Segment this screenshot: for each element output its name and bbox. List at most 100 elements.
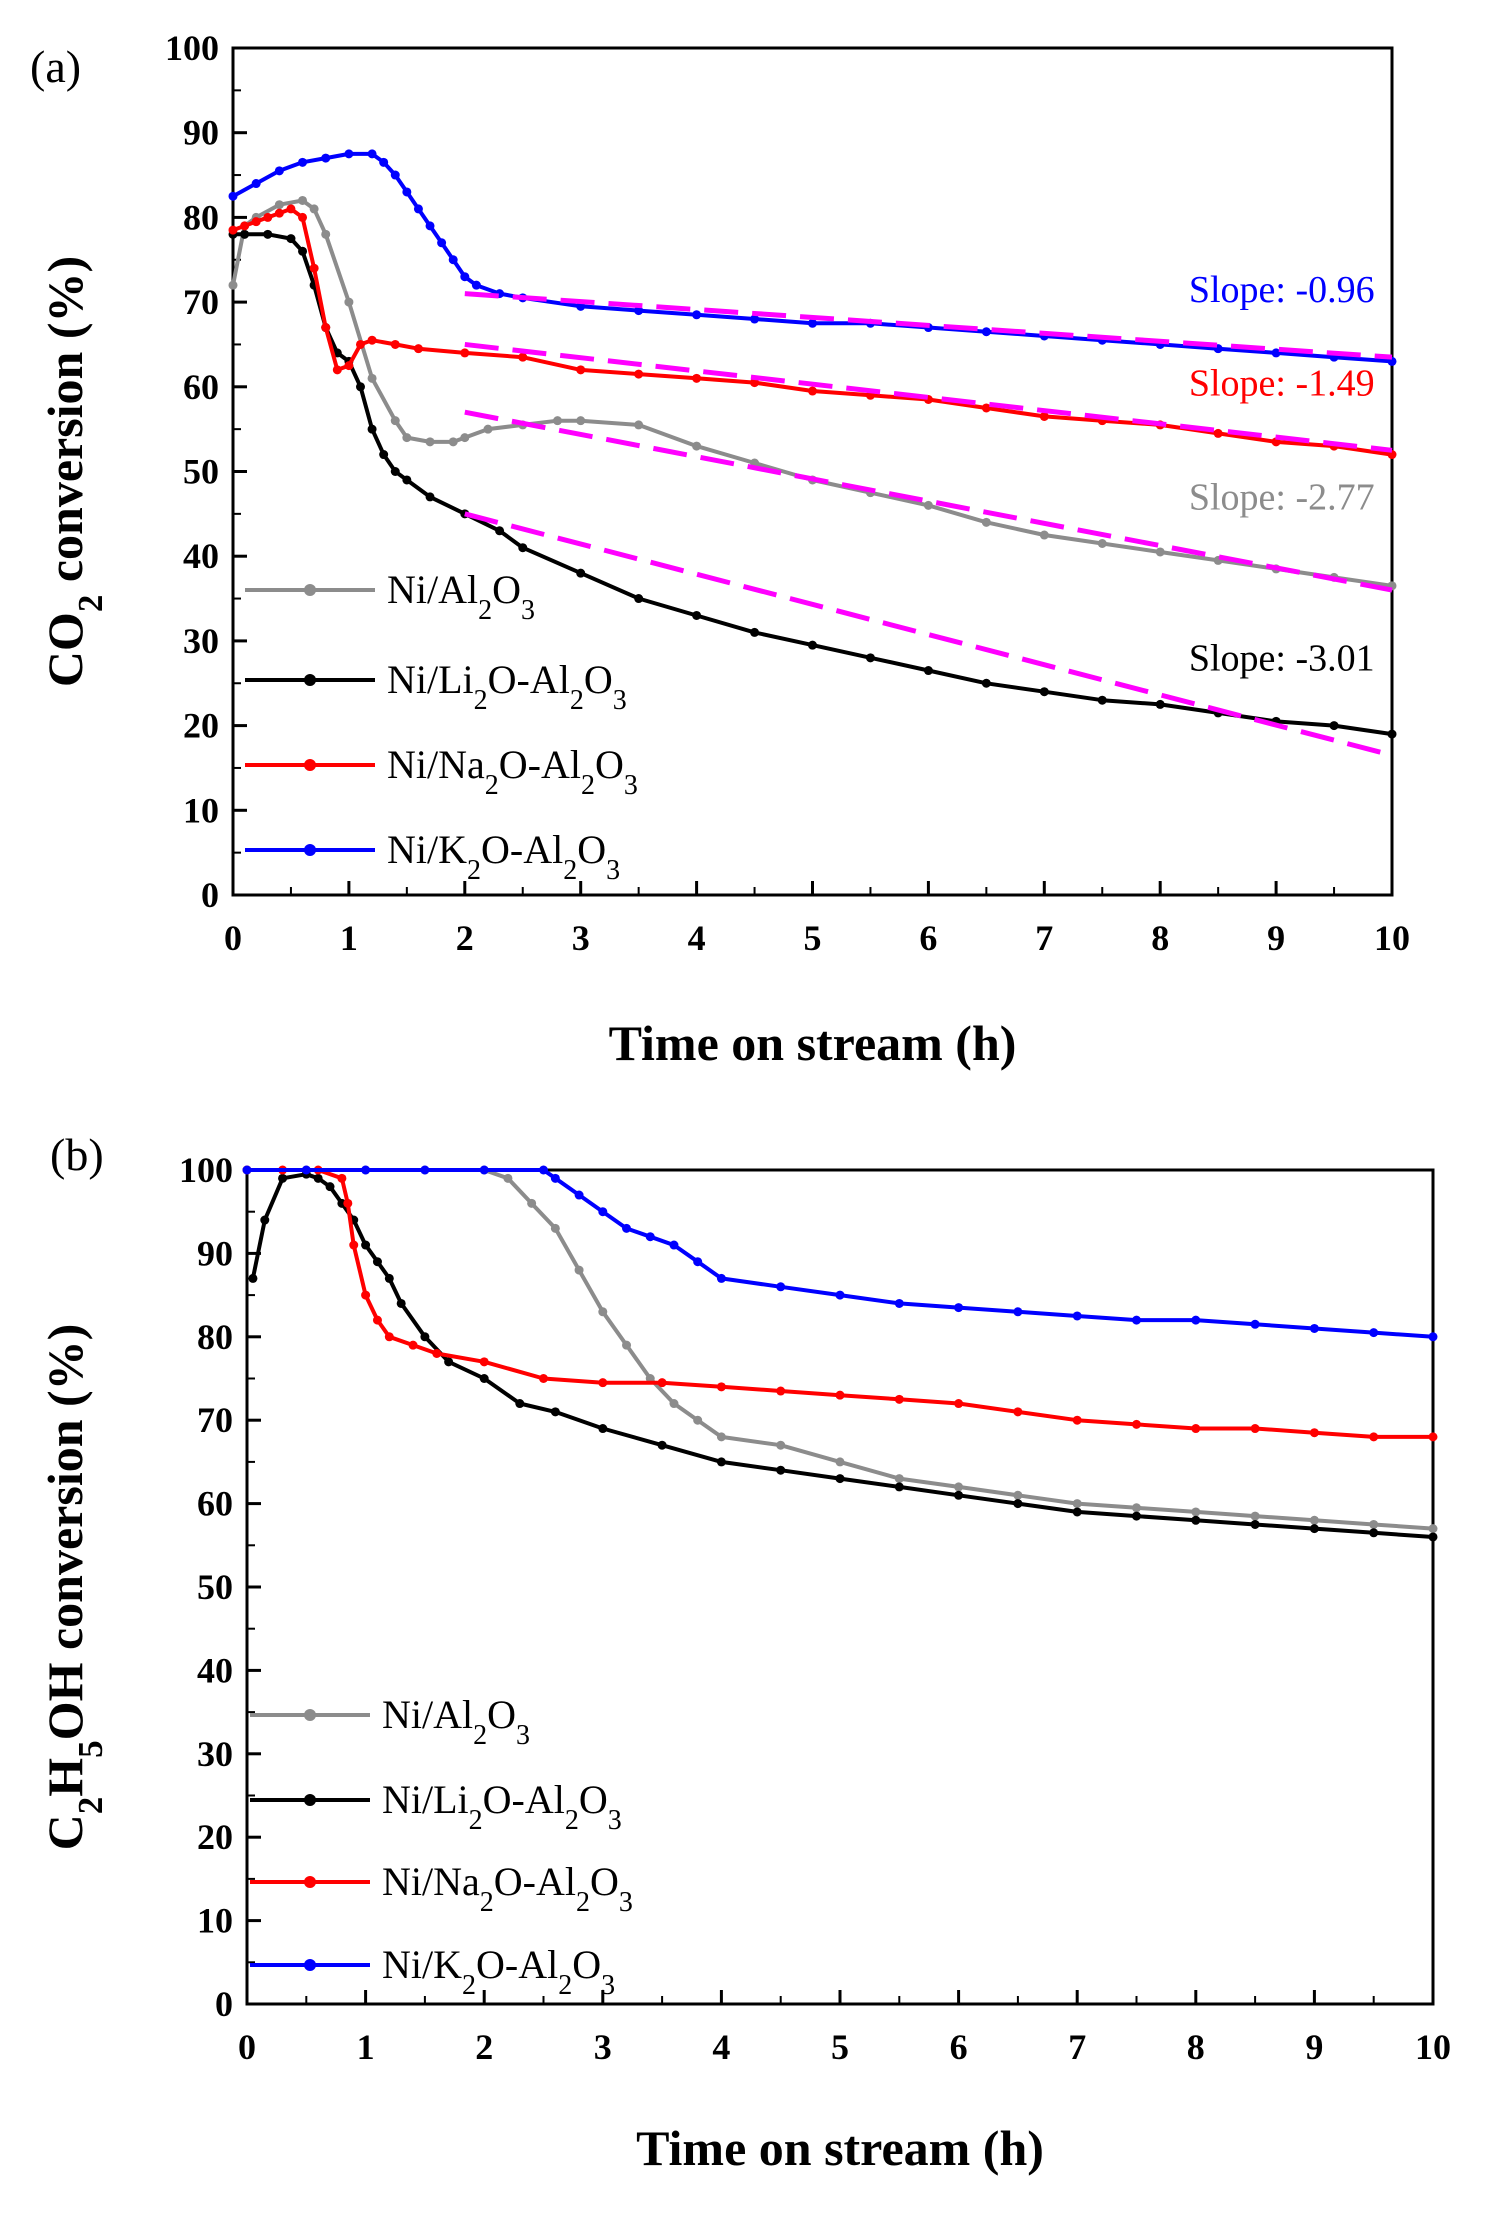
panel-a-series-ni-al2o3-line bbox=[231, 198, 1393, 588]
panel-a-ytick-label-10: 10 bbox=[183, 790, 219, 830]
panel-a-series-ni-na2o-al2o3-point-24 bbox=[981, 403, 991, 413]
panel-b-series-ni-li2o-al2o3-point-21 bbox=[835, 1474, 845, 1484]
panel-a-xtick-label-3: 3 bbox=[572, 918, 590, 958]
panel-b-series-ni-k2o-al2o3-point-24 bbox=[1369, 1328, 1379, 1338]
panel-a-series-ni-al2o3-point-16 bbox=[553, 416, 563, 426]
panel-b-series-ni-li2o-al2o3-point-0 bbox=[248, 1273, 258, 1283]
panel-a-series-ni-li2o-al2o3-point-11 bbox=[379, 450, 389, 460]
panel-a-y-axis-title: CO2 conversion (%) bbox=[37, 256, 110, 687]
panel-b-legend-label-0-part-1: 2 bbox=[473, 1720, 487, 1751]
panel-a-legend-label-2-part-0: Ni/Na bbox=[387, 742, 485, 787]
panel-b-series-ni-k2o-al2o3-point-20 bbox=[1132, 1315, 1141, 1325]
panel-b-series-ni-na2o-al2o3-point-26 bbox=[1369, 1432, 1379, 1442]
panel-b-y-axis-title-part-3: 5 bbox=[71, 1740, 110, 1758]
panel-a-series-ni-k2o-al2o3-point-2 bbox=[274, 166, 284, 176]
panel-b-series-ni-na2o-al2o3-point-11 bbox=[479, 1357, 489, 1367]
panel-a-series-ni-k2o-al2o3-point-0 bbox=[228, 191, 238, 201]
panel-b-xtick-label-0: 0 bbox=[238, 2027, 256, 2067]
panel-a-series-ni-al2o3-point-18 bbox=[634, 420, 644, 430]
panel-b-series-ni-k2o-al2o3-point-4 bbox=[479, 1165, 489, 1175]
panel-b-series-ni-k2o-al2o3-point-3 bbox=[420, 1165, 430, 1175]
panel-b-series-ni-k2o-al2o3-point-19 bbox=[1072, 1311, 1082, 1321]
panel-a-ytick-label-100: 100 bbox=[165, 28, 219, 68]
panel-b-series-ni-li2o-al2o3-point-24 bbox=[1013, 1499, 1023, 1509]
panel-b-series-ni-k2o-al2o3-point-25 bbox=[1428, 1332, 1438, 1342]
panel-a-series-ni-k2o-al2o3-point-7 bbox=[379, 157, 389, 167]
panel-b-series-ni-al2o3-point-26 bbox=[1428, 1524, 1438, 1534]
panel-a-series-ni-na2o-al2o3-point-25 bbox=[1039, 411, 1049, 421]
panel-a-series-ni-k2o-al2o3-point-13 bbox=[448, 255, 458, 265]
panel-a-x-axis-title: Time on stream (h) bbox=[609, 1015, 1017, 1071]
panel-a-legend-label-2-part-1: 2 bbox=[485, 770, 499, 801]
panel-b-series-ni-na2o-al2o3-point-21 bbox=[1072, 1415, 1082, 1425]
panel-a-series-ni-k2o-al2o3-point-9 bbox=[402, 187, 412, 197]
panel-b-legend-label-3-part-4: O bbox=[572, 1942, 601, 1987]
panel-b-series-ni-li2o-al2o3-point-8 bbox=[361, 1240, 371, 1250]
panel-b-legend-label-3-part-1: 2 bbox=[462, 1970, 476, 2001]
panel-a-series-ni-al2o3-point-7 bbox=[344, 297, 354, 307]
panel-b-xtick-label-2: 2 bbox=[475, 2027, 493, 2067]
panel-b-series-ni-al2o3-point-19 bbox=[1013, 1490, 1023, 1500]
panel-a-ytick-label-80: 80 bbox=[183, 197, 219, 237]
panel-a-series-ni-al2o3-point-0 bbox=[228, 280, 238, 290]
panel-a-legend-label-0-part-2: O bbox=[492, 567, 521, 612]
panel-a-series-ni-li2o-al2o3-point-9 bbox=[355, 382, 365, 392]
panel-a-series-ni-na2o-al2o3-point-19 bbox=[692, 373, 702, 383]
panel-a-ytick-label-30: 30 bbox=[183, 621, 219, 661]
panel-a-series-ni-al2o3-point-17 bbox=[576, 416, 586, 426]
panel-b-series-ni-li2o-al2o3-point-13 bbox=[444, 1357, 454, 1367]
panel-b-xtick-label-4: 4 bbox=[712, 2027, 730, 2067]
panel-b-legend-label-3-part-3: 2 bbox=[558, 1970, 572, 2001]
panel-b-y-axis-title-part-4: OH conversion (%) bbox=[37, 1324, 93, 1741]
panel-b-xtick-label-3: 3 bbox=[594, 2027, 612, 2067]
panel-a-series-ni-al2o3-point-4 bbox=[298, 195, 308, 205]
panel-a-series-ni-li2o-al2o3-point-18 bbox=[576, 568, 586, 578]
panel-a-series-ni-na2o-al2o3-point-6 bbox=[298, 212, 308, 222]
panel-b-series-ni-al2o3-point-12 bbox=[669, 1399, 679, 1409]
panel-b-series-ni-k2o-al2o3 bbox=[242, 1165, 1438, 1342]
panel-a-series-ni-k2o-al2o3-point-11 bbox=[425, 221, 435, 231]
panel-a-fit-line-1 bbox=[464, 341, 1393, 453]
panel-b-series-ni-na2o-al2o3-line bbox=[247, 1168, 1433, 1439]
panel-a-series-ni-k2o-al2o3-point-15 bbox=[471, 280, 481, 290]
panel-b-series-ni-li2o-al2o3-line bbox=[250, 1172, 1434, 1539]
panel-b-series-ni-k2o-al2o3-point-5 bbox=[539, 1165, 548, 1175]
panel-a-series-ni-al2o3-point-19 bbox=[692, 441, 702, 451]
panel-a-legend-label-3: Ni/K2O-Al2O3 bbox=[387, 827, 620, 886]
panel-a-legend-label-1-part-0: Ni/Li bbox=[387, 657, 474, 702]
panel-a-series-ni-al2o3-point-26 bbox=[1097, 538, 1107, 548]
panel-b-ytick-label-0: 0 bbox=[215, 1984, 233, 2024]
panel-b-ytick-label-100: 100 bbox=[179, 1150, 233, 1190]
panel-b-series-ni-li2o-al2o3-point-18 bbox=[657, 1440, 667, 1450]
panel-a-series-ni-na2o-al2o3-point-16 bbox=[518, 352, 528, 362]
panel-a-series-ni-al2o3-point-9 bbox=[390, 416, 400, 426]
panel-a-legend-label-0: Ni/Al2O3 bbox=[387, 567, 535, 626]
panel-b-series-ni-al2o3-point-23 bbox=[1250, 1511, 1260, 1521]
panel-b-series-ni-na2o-al2o3-point-9 bbox=[408, 1340, 418, 1350]
panel-b-series-ni-na2o-al2o3-point-16 bbox=[776, 1386, 786, 1396]
panel-b-series-ni-al2o3-point-20 bbox=[1072, 1499, 1082, 1509]
panel-a-series-ni-k2o-al2o3-point-30 bbox=[1271, 348, 1281, 358]
panel-a-legend-label-1-part-3: 2 bbox=[570, 685, 584, 716]
panel-a-slope-annotation-1: Slope: -1.49 bbox=[1189, 362, 1375, 404]
panel-b-series-ni-al2o3-point-16 bbox=[835, 1457, 845, 1467]
panel-b-legend-label-0-part-0: Ni/Al bbox=[382, 1692, 473, 1737]
panel-a-series-ni-li2o-al2o3-point-27 bbox=[1097, 695, 1107, 705]
panel-b-series-ni-k2o-al2o3-point-15 bbox=[835, 1290, 845, 1300]
panel-a-series-ni-li2o-al2o3-point-16 bbox=[495, 526, 505, 536]
panel-b-legend-label-2-part-3: 2 bbox=[576, 1887, 590, 1918]
panel-a-fit-line-2 bbox=[464, 409, 1393, 593]
panel-b-series-ni-al2o3-point-18 bbox=[954, 1482, 964, 1492]
panel-a-xtick-label-9: 9 bbox=[1267, 918, 1285, 958]
panel-a-series-ni-li2o-al2o3-point-13 bbox=[402, 475, 412, 485]
panel-b-series-ni-al2o3-point-7 bbox=[550, 1223, 560, 1233]
panel-b-series-ni-k2o-al2o3-point-13 bbox=[716, 1273, 726, 1283]
panel-b-series-ni-li2o-al2o3-point-15 bbox=[515, 1399, 525, 1409]
panel-b-legend-label-1-part-2: O-Al bbox=[483, 1777, 565, 1822]
panel-a-series-ni-na2o-al2o3-point-15 bbox=[460, 348, 470, 358]
panel-b-ytick-label-40: 40 bbox=[197, 1650, 233, 1690]
panel-b-ytick-label-80: 80 bbox=[197, 1317, 233, 1357]
panel-b-ytick-label-20: 20 bbox=[197, 1817, 233, 1857]
panel-b-series-ni-k2o-al2o3-point-9 bbox=[622, 1223, 632, 1233]
panel-a-legend-label-0-part-0: Ni/Al bbox=[387, 567, 478, 612]
